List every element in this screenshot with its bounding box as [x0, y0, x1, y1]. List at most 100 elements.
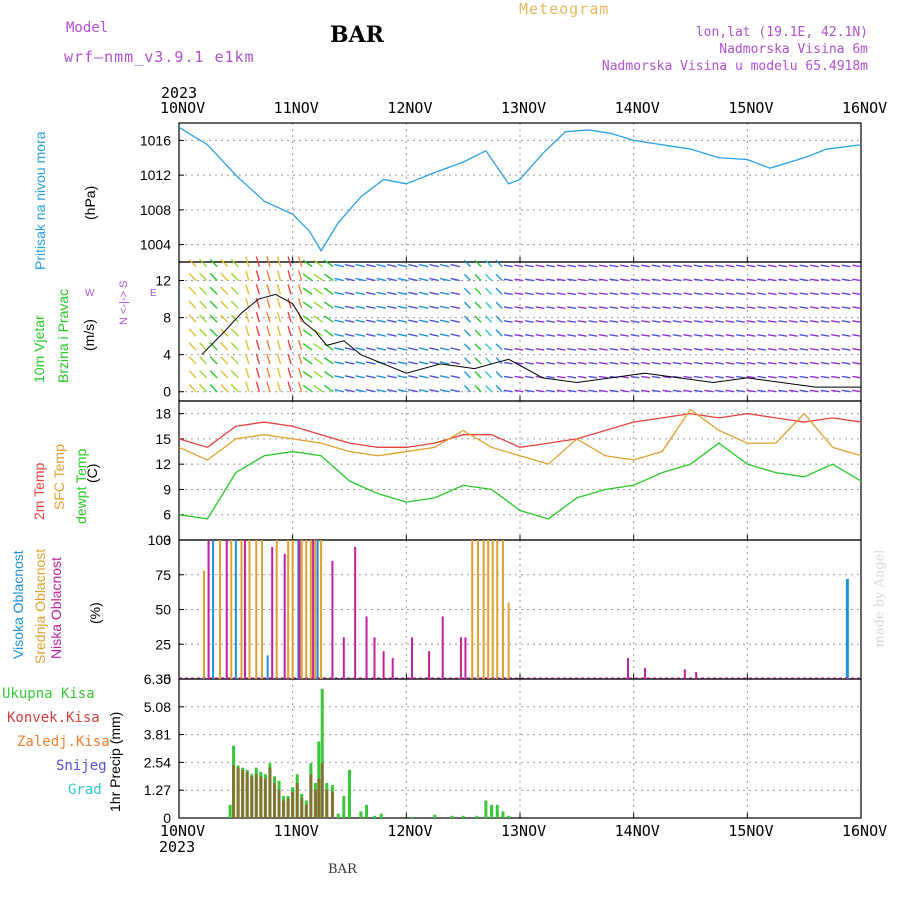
wind-arrow: [255, 256, 261, 267]
wind-arrow: [714, 292, 724, 296]
wind-arrow: [757, 361, 767, 365]
cloud-mid-bar: [314, 540, 317, 679]
wind-arrow: [255, 381, 261, 392]
wind-arrow: [788, 347, 798, 351]
wind-arrow: [809, 347, 819, 351]
wind-arrow: [365, 375, 376, 379]
wind-arrow: [852, 389, 862, 393]
cloud-mid-bar: [305, 540, 308, 679]
cloud-low-bar: [298, 540, 301, 679]
wind-arrow: [556, 375, 566, 379]
sfc-temp-line: [178, 408, 862, 465]
wind-arrow: [450, 388, 461, 393]
wind-arrow: [831, 389, 841, 393]
wind-arrow: [209, 314, 218, 323]
wind-arrow: [387, 277, 397, 282]
wind-arrow: [662, 375, 672, 379]
wind-arrow: [297, 270, 303, 281]
wind-arrow: [609, 320, 619, 323]
wind-arrow: [313, 356, 324, 365]
wind-arrow: [485, 287, 493, 295]
cloud-low-bar: [312, 540, 315, 679]
wind-arrow: [188, 314, 197, 323]
wind-arrow: [450, 263, 461, 268]
wind-arrow: [619, 320, 629, 323]
wind-arrow: [746, 292, 756, 296]
wind-arrow: [387, 361, 397, 365]
wind-arrow: [199, 258, 208, 268]
wind-arrow: [820, 264, 830, 268]
wind-arrow: [245, 325, 250, 337]
wind-arrow: [788, 375, 798, 379]
dewpt-line: [178, 442, 862, 520]
wind-arrow: [725, 292, 735, 296]
wind-arrow: [220, 314, 229, 323]
precip-total-bar: [495, 804, 499, 818]
y-tick-label: 1012: [140, 167, 171, 183]
wind-arrow: [344, 319, 355, 323]
wind-arrow: [495, 343, 503, 351]
wind-arrow: [485, 385, 493, 393]
elevation-label: Nadmorska Visina 6m: [719, 42, 868, 57]
wind-arrow: [841, 320, 851, 323]
wind-arrow: [841, 375, 851, 379]
wind-arrow: [714, 347, 724, 351]
wind-arrow: [408, 263, 418, 268]
wind-arrow: [619, 389, 629, 393]
wind-arrow: [725, 389, 735, 393]
wind-arrow: [852, 264, 862, 268]
wind-arrow: [408, 361, 418, 365]
wind-arrow: [609, 292, 619, 296]
chart-title: Meteogram: [519, 0, 610, 18]
wind-arrow: [276, 367, 282, 379]
wind-arrow: [365, 305, 376, 310]
wind-arrow: [641, 361, 651, 365]
wind-arrow: [736, 347, 746, 351]
cloud-mid-bar: [248, 540, 251, 679]
wind-arrow: [831, 334, 841, 337]
wind-arrow: [323, 315, 334, 323]
wind-arrow: [546, 361, 556, 365]
wind-arrow: [577, 264, 587, 268]
wind-arrow: [418, 347, 429, 351]
wind-arrow: [245, 381, 250, 392]
wind-arrow: [474, 315, 482, 323]
wind-arrow: [495, 259, 503, 268]
temp2m-line: [178, 412, 862, 449]
wind-arrow: [725, 320, 735, 323]
wind-arrow: [609, 361, 619, 365]
wind-arrow: [313, 259, 324, 268]
wind-arrow: [334, 263, 344, 268]
wind-arrow: [662, 264, 672, 268]
precip-total-bar: [342, 796, 346, 818]
wind-arrow: [651, 375, 661, 379]
wind-arrow: [376, 305, 387, 310]
wind-arrow: [387, 305, 397, 310]
wind-arrow: [474, 357, 482, 365]
time-bottom-label: 14NOV: [614, 822, 660, 840]
wind-arrow: [546, 389, 556, 393]
wind-arrow: [683, 389, 693, 393]
wind-arrow: [683, 320, 693, 323]
precip-conv-bar: [277, 789, 281, 818]
wind-arrow: [495, 315, 503, 323]
wind-arrow: [820, 320, 830, 323]
wind-arrow: [746, 361, 756, 365]
wind-arrow: [799, 320, 809, 323]
wind-arrow: [778, 306, 788, 310]
cloud-low-bar: [464, 637, 467, 679]
wind-arrow: [535, 389, 545, 393]
wind-arrow: [439, 375, 450, 379]
wind-arrow: [524, 264, 534, 268]
cloud-mid-bar: [487, 540, 490, 679]
wind-arrow: [524, 278, 534, 282]
model-name: wrf—nmm_v3.9.1 e1km: [64, 48, 255, 66]
wind-east: E: [150, 288, 157, 299]
wind-arrow: [397, 291, 408, 296]
wind-arrow: [662, 361, 672, 365]
y-tick-label: 18: [155, 406, 171, 422]
wind-arrow: [535, 347, 545, 351]
wind-arrow: [495, 371, 503, 379]
wind-arrow: [831, 375, 841, 379]
time-top-label: 10NOV: [160, 99, 206, 117]
